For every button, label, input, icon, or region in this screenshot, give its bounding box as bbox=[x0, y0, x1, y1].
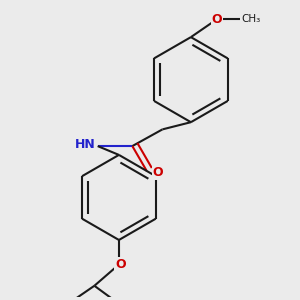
Text: O: O bbox=[115, 258, 126, 271]
Text: HN: HN bbox=[75, 138, 96, 151]
Text: O: O bbox=[212, 13, 222, 26]
Text: CH₃: CH₃ bbox=[242, 14, 261, 24]
Text: O: O bbox=[153, 166, 163, 179]
